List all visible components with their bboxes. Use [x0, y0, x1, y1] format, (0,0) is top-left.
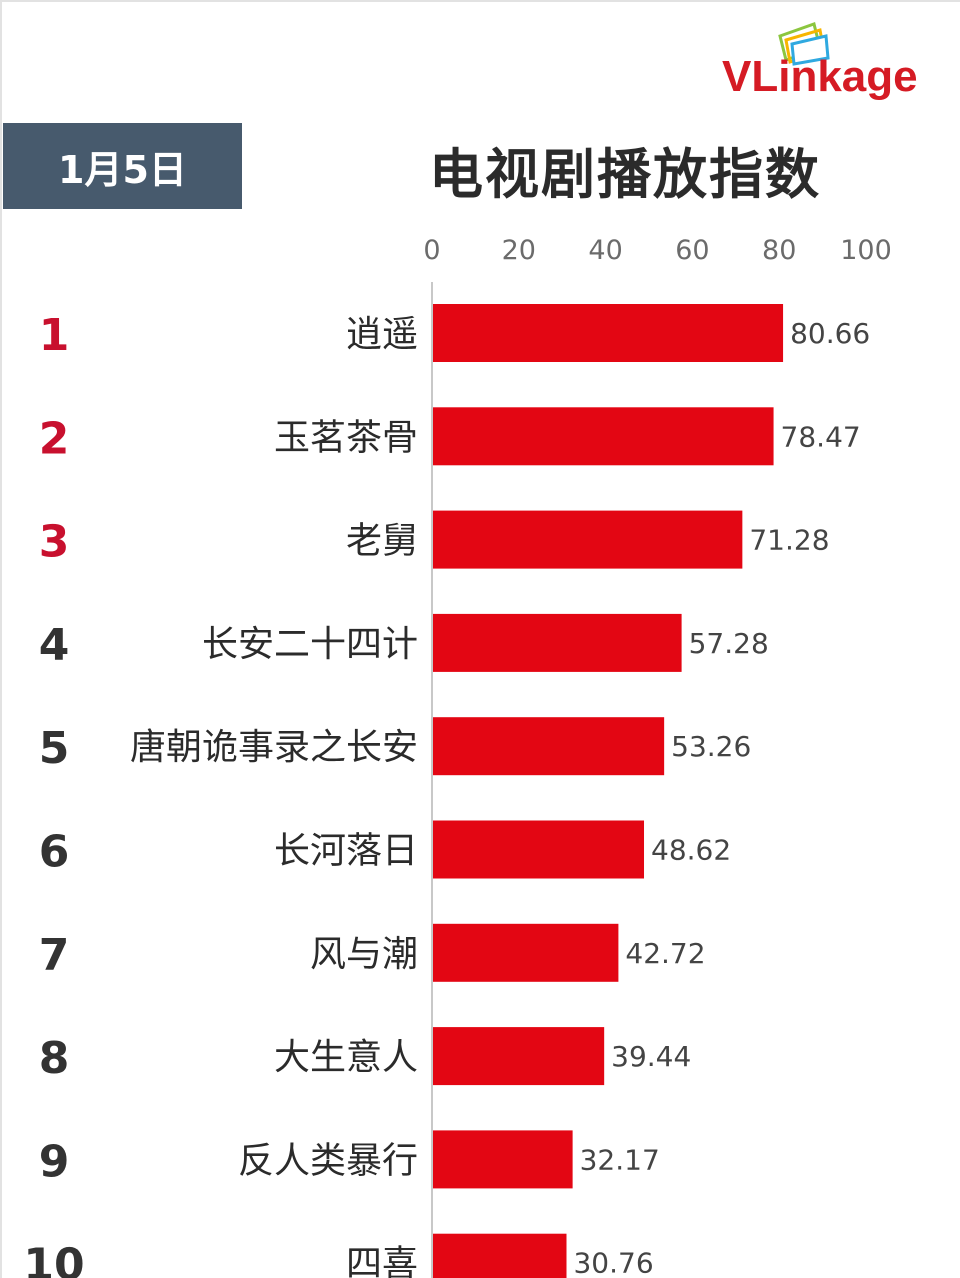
rank-number: 9: [39, 1136, 70, 1187]
date-label: 1月5日: [3, 123, 242, 209]
bar-value-label: 30.76: [573, 1247, 653, 1278]
x-tick-label: 0: [423, 235, 440, 266]
bar: [433, 1130, 573, 1189]
bar-value-label: 53.26: [671, 730, 751, 763]
bar-value-label: 48.62: [651, 834, 731, 867]
rank-number: 2: [39, 413, 70, 464]
bar-value-label: 80.66: [790, 317, 870, 350]
logo-text: VLinkage: [722, 52, 918, 101]
rank-number: 8: [39, 1033, 70, 1084]
rank-number: 5: [39, 723, 70, 774]
x-tick-label: 60: [675, 235, 709, 266]
category-label: 逍遥: [346, 314, 418, 355]
bar: [433, 510, 743, 569]
bar-value-label: 57.28: [689, 627, 769, 660]
category-label: 四喜: [346, 1244, 418, 1278]
x-tick-label: 80: [762, 235, 796, 266]
rank-number: 4: [39, 620, 70, 671]
vlinkage-logo: VLinkage: [722, 18, 952, 108]
rank-number: 6: [39, 827, 70, 878]
bar: [433, 923, 619, 982]
x-tick-label: 100: [840, 235, 892, 266]
bar: [433, 1027, 605, 1086]
category-label: 长河落日: [274, 831, 418, 872]
category-label: 反人类暴行: [238, 1140, 418, 1181]
bar-value-label: 42.72: [625, 937, 705, 970]
rank-number: 7: [39, 930, 70, 981]
bar-value-label: 39.44: [611, 1040, 691, 1073]
bar-value-label: 71.28: [749, 524, 829, 557]
category-label: 老舅: [346, 521, 418, 562]
bar: [433, 717, 665, 776]
category-label: 大生意人: [274, 1037, 418, 1078]
rank-number: 1: [39, 310, 70, 361]
bar-value-label: 32.17: [580, 1143, 660, 1176]
bar: [433, 304, 784, 362]
category-label: 长安二十四计: [202, 624, 418, 665]
bar-value-label: 78.47: [781, 420, 861, 453]
bar: [433, 407, 774, 466]
category-label: 玉茗茶骨: [274, 417, 418, 458]
bar: [433, 1233, 567, 1278]
rank-number: 10: [23, 1240, 84, 1278]
chart-title: 电视剧播放指数: [429, 143, 821, 206]
bar: [433, 820, 645, 879]
logo-cards-icon: [778, 22, 830, 66]
bar: [433, 613, 682, 672]
x-tick-label: 40: [588, 235, 622, 266]
category-label: 唐朝诡事录之长安: [130, 727, 418, 768]
rank-number: 3: [39, 517, 70, 568]
x-tick-label: 20: [502, 235, 536, 266]
category-label: 风与潮: [310, 934, 418, 975]
